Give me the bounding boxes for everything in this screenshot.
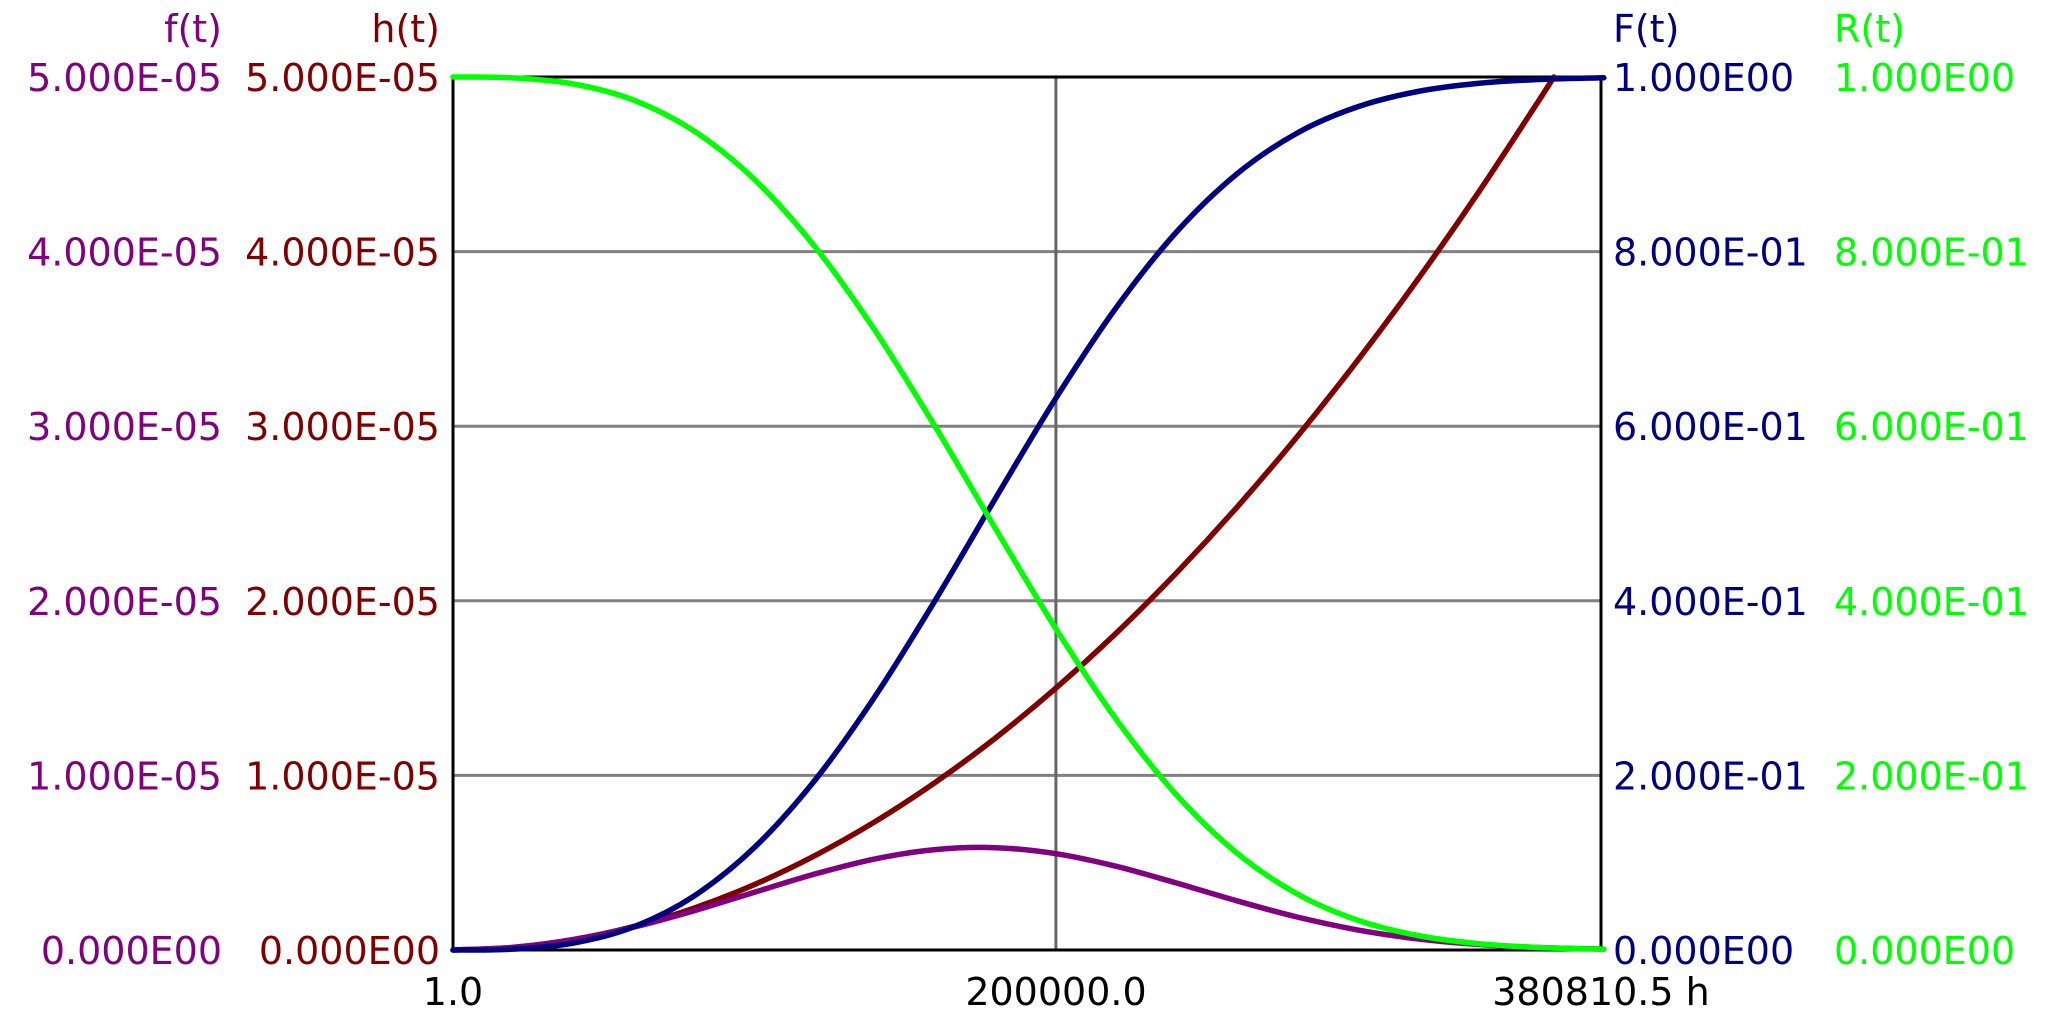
R-axis-tick-label: 4.000E-01 xyxy=(1834,580,2029,624)
grid-lines xyxy=(453,77,1601,950)
f-axis-tick-label: 1.000E-05 xyxy=(27,754,222,798)
F-axis-tick-label: 4.000E-01 xyxy=(1613,580,1808,624)
h-axis-tick-label: 2.000E-05 xyxy=(245,580,440,624)
f-axis-tick-label: 4.000E-05 xyxy=(27,231,222,275)
R-axis-tick-label: 0.000E00 xyxy=(1834,929,2015,973)
R-axis-tick-label: 2.000E-01 xyxy=(1834,754,2029,798)
f-axis-tick-label: 0.000E00 xyxy=(41,929,222,973)
x-tick-label-start: 1.0 xyxy=(423,970,483,1014)
x-tick-label-end: 380810.5 h xyxy=(1492,970,1709,1014)
F-axis-tick-label: 0.000E00 xyxy=(1613,929,1794,973)
R-axis-tick-label: 6.000E-01 xyxy=(1834,405,2029,449)
h-series-line xyxy=(450,74,1557,953)
h-axis-tick-label: 4.000E-05 xyxy=(245,231,440,275)
plot-frame xyxy=(451,75,1603,952)
axis-labels: f(t) h(t) F(t) R(t) 1.0 200000.0 380810.… xyxy=(27,7,2029,1014)
f-axis-tick-label: 5.000E-05 xyxy=(27,56,222,100)
h-axis-tick-label: 1.000E-05 xyxy=(245,754,440,798)
R-axis-title: R(t) xyxy=(1834,7,1905,51)
F-axis-tick-label: 6.000E-01 xyxy=(1613,405,1808,449)
R-axis-tick-label: 1.000E00 xyxy=(1834,56,2015,100)
F-axis-tick-label: 8.000E-01 xyxy=(1613,231,1808,275)
F-axis-tick-label: 2.000E-01 xyxy=(1613,754,1808,798)
F-axis-tick-label: 1.000E00 xyxy=(1613,56,1794,100)
series-curves xyxy=(450,74,1607,953)
R-series-line xyxy=(450,74,1607,952)
R-axis-tick-label: 8.000E-01 xyxy=(1834,231,2029,275)
h-axis-tick-label: 3.000E-05 xyxy=(245,405,440,449)
f-axis-tick-label: 3.000E-05 xyxy=(27,405,222,449)
h-axis-title: h(t) xyxy=(371,7,440,51)
x-tick-label-mid: 200000.0 xyxy=(965,970,1146,1014)
h-axis-tick-label: 0.000E00 xyxy=(259,929,440,973)
f-series-line xyxy=(450,844,1607,953)
f-axis-tick-label: 2.000E-05 xyxy=(27,580,222,624)
h-axis-tick-label: 5.000E-05 xyxy=(245,56,440,100)
f-axis-title: f(t) xyxy=(164,7,222,51)
F-series-line xyxy=(450,75,1607,953)
F-axis-title: F(t) xyxy=(1613,7,1679,51)
